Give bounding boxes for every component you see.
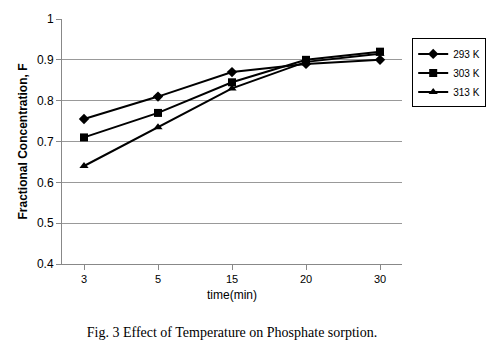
svg-text:time(min): time(min)	[207, 288, 257, 302]
svg-text:0.7: 0.7	[37, 135, 54, 149]
svg-text:313 K: 313 K	[453, 87, 479, 98]
svg-text:1: 1	[47, 12, 54, 26]
svg-text:0.4: 0.4	[37, 257, 54, 271]
svg-text:303 K: 303 K	[453, 68, 479, 79]
svg-text:20: 20	[300, 273, 312, 285]
svg-text:0.5: 0.5	[37, 216, 54, 230]
svg-text:0.8: 0.8	[37, 94, 54, 108]
svg-text:0.6: 0.6	[37, 176, 54, 190]
svg-text:3: 3	[81, 273, 87, 285]
svg-text:0.9: 0.9	[37, 53, 54, 67]
svg-text:30: 30	[374, 273, 386, 285]
svg-text:15: 15	[226, 273, 238, 285]
svg-text:Fig. 3 Effect of Temperature o: Fig. 3 Effect of Temperature on Phosphat…	[87, 325, 378, 340]
svg-text:293 K: 293 K	[453, 49, 479, 60]
svg-text:Fractional Concentration, F: Fractional Concentration, F	[16, 63, 30, 219]
svg-text:5: 5	[155, 273, 161, 285]
